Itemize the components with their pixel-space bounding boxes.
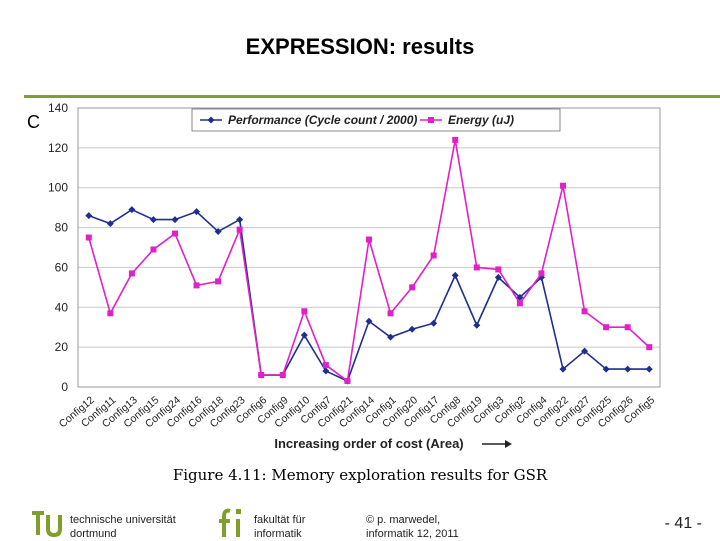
x-axis-label: Increasing order of cost (Area) [274, 436, 463, 451]
legend-label: Energy (uJ) [448, 113, 514, 127]
data-point [106, 220, 114, 228]
data-point [107, 310, 114, 317]
university-line2: dortmund [70, 528, 117, 540]
faculty-line1: fakultät für [254, 514, 306, 526]
data-point [451, 271, 459, 279]
data-point [538, 270, 545, 277]
data-point [387, 333, 395, 341]
data-point [581, 347, 589, 355]
data-point [408, 325, 416, 333]
data-point [452, 136, 459, 143]
copyright-line1: © p. marwedel, [366, 514, 441, 526]
data-point [215, 278, 222, 285]
data-point [646, 344, 653, 351]
data-point [279, 372, 286, 379]
data-point [624, 365, 632, 373]
y-tick-label: 60 [55, 260, 69, 274]
data-point [128, 206, 136, 214]
data-point [473, 264, 480, 271]
plot-area [77, 107, 661, 388]
faculty-name: fakultät für informatik [254, 513, 305, 541]
data-point [236, 226, 243, 233]
figure-caption: Figure 4.11: Memory exploration results … [172, 466, 548, 484]
data-point [171, 216, 179, 224]
university-line1: technische universität [70, 514, 176, 526]
y-tick-label: 20 [55, 340, 69, 354]
legend-box [191, 108, 561, 132]
copyright: © p. marwedel, informatik 12, 2011 [366, 513, 459, 541]
data-point [624, 324, 631, 331]
data-point [603, 324, 610, 331]
data-point [85, 234, 92, 241]
series-line [88, 139, 650, 383]
line-chart: 020406080100120140Config12Config11Config… [48, 101, 661, 451]
data-point [430, 319, 438, 327]
data-point [387, 310, 394, 317]
slide-title: EXPRESSION: results [245, 34, 475, 59]
data-point [366, 236, 372, 243]
data-point [236, 216, 244, 224]
data-point [409, 284, 416, 291]
data-point [645, 365, 653, 373]
data-point [430, 252, 437, 259]
footer: technische universität dortmund fakultät… [0, 505, 720, 540]
fi-logo [219, 508, 241, 537]
y-tick-label: 40 [55, 300, 69, 314]
copyright-line2: informatik 12, 2011 [366, 528, 459, 540]
faculty-line2: informatik [254, 528, 302, 540]
data-point [322, 367, 330, 375]
page-number: - 41 - [664, 515, 702, 532]
data-point [149, 216, 157, 224]
data-point [85, 212, 93, 220]
legend-label: Performance (Cycle count / 2000) [228, 113, 417, 127]
data-point [300, 331, 308, 339]
legend-marker [207, 116, 215, 124]
data-point [559, 365, 567, 373]
data-point [494, 273, 502, 281]
slide-text-fragment: C [27, 112, 40, 132]
y-tick-label: 140 [48, 101, 68, 115]
data-point [322, 362, 329, 369]
data-point [473, 321, 481, 329]
tu-logo [32, 511, 62, 538]
data-point [301, 308, 308, 315]
data-point [214, 228, 222, 236]
data-point [581, 308, 588, 315]
y-tick-label: 0 [61, 380, 68, 394]
data-point [495, 266, 502, 273]
y-tick-label: 100 [48, 181, 68, 195]
data-point [516, 300, 523, 307]
y-tick-label: 80 [55, 221, 69, 235]
data-point [258, 372, 265, 379]
data-point [193, 208, 201, 216]
data-point [150, 246, 157, 253]
data-point [602, 365, 610, 373]
legend-marker [428, 117, 434, 123]
data-point [172, 230, 178, 237]
data-point [128, 270, 135, 277]
university-name: technische universität dortmund [70, 513, 176, 541]
data-point [560, 182, 566, 189]
y-tick-label: 120 [48, 141, 68, 155]
data-point [193, 282, 200, 289]
data-point [365, 317, 373, 325]
x-axis-arrowhead [505, 440, 512, 448]
title-underline [24, 95, 720, 98]
data-point [344, 378, 351, 385]
